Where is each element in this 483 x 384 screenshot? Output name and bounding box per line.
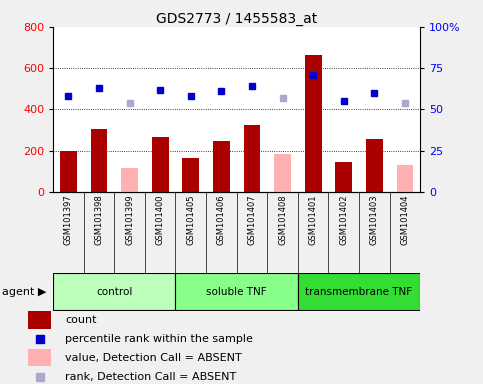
Text: GSM101398: GSM101398 bbox=[95, 194, 103, 245]
Bar bbox=[305, 55, 322, 192]
Bar bbox=[121, 168, 138, 192]
Bar bbox=[28, 349, 51, 366]
Bar bbox=[175, 273, 298, 310]
Bar bbox=[298, 273, 420, 310]
Text: rank, Detection Call = ABSENT: rank, Detection Call = ABSENT bbox=[65, 372, 237, 382]
Text: GSM101405: GSM101405 bbox=[186, 194, 195, 245]
Text: GSM101407: GSM101407 bbox=[247, 194, 256, 245]
Text: GSM101400: GSM101400 bbox=[156, 194, 165, 245]
Text: GSM101403: GSM101403 bbox=[370, 194, 379, 245]
Text: GSM101404: GSM101404 bbox=[400, 194, 410, 245]
Bar bbox=[152, 137, 169, 192]
Text: GSM101408: GSM101408 bbox=[278, 194, 287, 245]
Bar bbox=[335, 162, 352, 192]
Text: GSM101399: GSM101399 bbox=[125, 194, 134, 245]
Bar bbox=[183, 158, 199, 192]
Text: percentile rank within the sample: percentile rank within the sample bbox=[65, 334, 253, 344]
Text: GSM101402: GSM101402 bbox=[339, 194, 348, 245]
Text: agent ▶: agent ▶ bbox=[2, 287, 47, 297]
Bar bbox=[60, 151, 77, 192]
Text: GSM101397: GSM101397 bbox=[64, 194, 73, 245]
Bar bbox=[91, 129, 107, 192]
Text: soluble TNF: soluble TNF bbox=[206, 287, 267, 297]
Bar bbox=[366, 139, 383, 192]
Text: value, Detection Call = ABSENT: value, Detection Call = ABSENT bbox=[65, 353, 242, 363]
Bar bbox=[274, 154, 291, 192]
Bar bbox=[397, 165, 413, 192]
Bar bbox=[213, 141, 230, 192]
Bar bbox=[53, 273, 175, 310]
Bar bbox=[243, 125, 260, 192]
Bar bbox=[28, 311, 51, 329]
Text: control: control bbox=[96, 287, 132, 297]
Text: count: count bbox=[65, 315, 97, 325]
Text: transmembrane TNF: transmembrane TNF bbox=[305, 287, 412, 297]
Text: GSM101406: GSM101406 bbox=[217, 194, 226, 245]
Title: GDS2773 / 1455583_at: GDS2773 / 1455583_at bbox=[156, 12, 317, 26]
Text: GSM101401: GSM101401 bbox=[309, 194, 318, 245]
